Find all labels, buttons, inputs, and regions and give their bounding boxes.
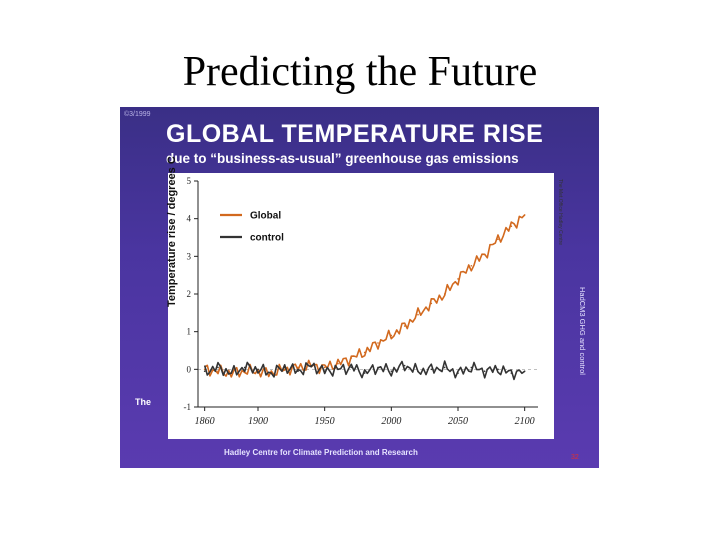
data-point-control — [390, 370, 393, 373]
data-point-control — [363, 372, 366, 374]
data-point-control — [457, 372, 459, 374]
x-tick-label: 1950 — [315, 416, 335, 427]
data-point-global — [297, 366, 299, 369]
data-point-control — [257, 368, 259, 371]
legend-label-control: control — [250, 233, 284, 244]
y-tick-label: 0 — [187, 364, 192, 374]
data-point-global — [457, 278, 459, 280]
x-tick-label: 2100 — [515, 416, 535, 427]
legend-label-global: Global — [250, 211, 281, 222]
data-point-global — [363, 351, 366, 354]
data-point-global — [377, 342, 379, 344]
y-tick-label: -1 — [184, 402, 192, 412]
series-line-control — [203, 360, 526, 381]
y-tick-label: 4 — [187, 214, 192, 224]
chart-headline: GLOBAL TEMPERATURE RISE — [166, 120, 544, 148]
data-point-global — [403, 325, 406, 327]
data-point-global — [390, 334, 393, 337]
x-tick-label: 2050 — [448, 416, 468, 427]
data-point-global — [430, 302, 433, 305]
data-point-control — [337, 368, 339, 371]
x-tick-label: 1900 — [248, 416, 268, 427]
copyright-mark: ©3/1999 — [124, 111, 151, 118]
data-point-control — [283, 366, 286, 369]
chart-panel: ©3/1999 GLOBAL TEMPERATURE RISE due to “… — [120, 107, 599, 468]
chart-subhead: due to “business-as-usual” greenhouse ga… — [166, 151, 519, 166]
data-point-global — [510, 225, 513, 227]
footer-credit: Hadley Centre for Climate Prediction and… — [224, 448, 418, 457]
data-point-global — [283, 368, 286, 371]
y-tick-label: 1 — [187, 327, 192, 337]
data-point-control — [523, 370, 526, 373]
slide-title: Predicting the Future — [182, 49, 538, 95]
data-point-global — [217, 370, 219, 373]
data-point-control — [430, 368, 433, 371]
data-point-global — [443, 293, 446, 295]
data-point-control — [470, 366, 473, 369]
data-point-global — [350, 357, 353, 359]
data-point-control — [323, 370, 326, 373]
plot-area-background — [168, 173, 554, 439]
data-point-control — [230, 372, 233, 374]
data-point-control — [310, 364, 313, 367]
data-point-global — [483, 253, 486, 256]
data-point-global — [523, 214, 526, 216]
data-point-global — [470, 264, 473, 267]
temperature-chart: -1 0 1 2 3 4 5 1860 1900 1950 2000 2050 2100 Global c… — [184, 176, 538, 427]
data-point-global — [417, 313, 419, 316]
data-point-control — [217, 366, 219, 369]
data-point-control — [203, 370, 206, 373]
y-tick-label: 5 — [187, 176, 192, 186]
y-tick-label: 2 — [187, 289, 192, 299]
data-point-control — [377, 366, 379, 369]
page-number: 32 — [571, 454, 579, 461]
y-tick-label: 3 — [187, 251, 192, 261]
x-tick-label: 1860 — [195, 416, 215, 427]
data-point-global — [323, 366, 326, 369]
data-point-control — [510, 372, 513, 374]
data-point-control — [243, 366, 246, 369]
data-point-control — [350, 366, 353, 369]
data-point-control — [270, 372, 273, 374]
x-tick-label: 2000 — [381, 416, 401, 427]
data-point-control — [417, 370, 419, 373]
data-point-control — [443, 366, 446, 369]
data-point-global — [497, 238, 499, 241]
data-point-control — [497, 368, 499, 371]
data-point-global — [337, 362, 339, 365]
data-point-control — [403, 364, 406, 367]
data-point-control — [297, 370, 299, 373]
data-point-control — [483, 370, 486, 373]
left-text-fragment: The — [135, 397, 152, 407]
